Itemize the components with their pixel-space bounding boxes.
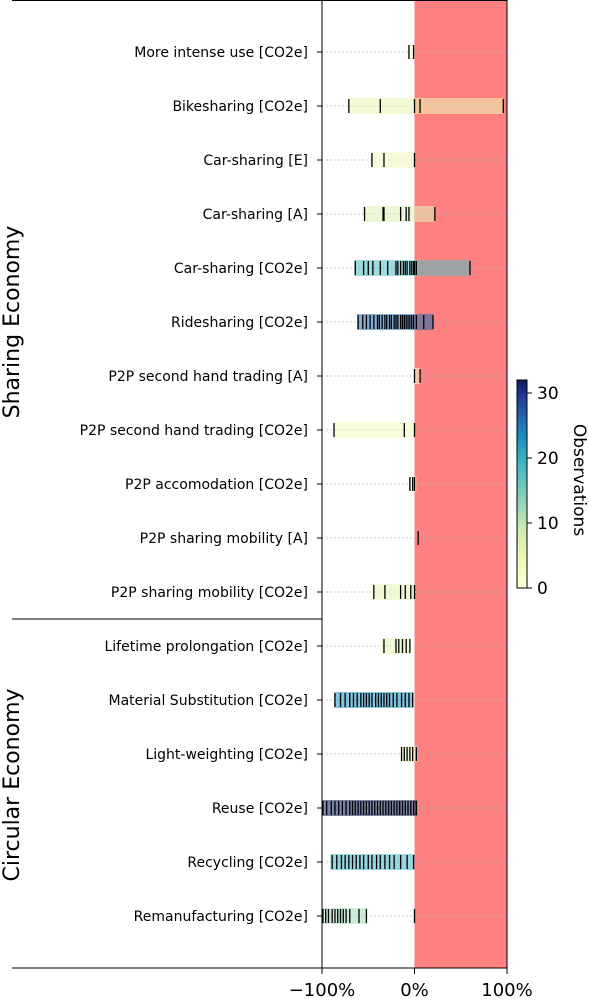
x-tick-label: 100% bbox=[481, 980, 532, 1000]
row-label: More intense use [CO2e] bbox=[134, 45, 308, 61]
range-bar bbox=[413, 368, 421, 384]
row-label: P2P second hand trading [CO2e] bbox=[80, 423, 308, 439]
colorbar-tick-label: 30 bbox=[537, 384, 559, 404]
range-bar bbox=[334, 422, 415, 438]
group-labels: Sharing Economy Circular Economy bbox=[0, 226, 25, 882]
colorbar-tick-label: 0 bbox=[537, 579, 548, 599]
row-labels: More intense use [CO2e] Bikesharing [CO2e… bbox=[80, 45, 308, 925]
range-bar bbox=[348, 98, 504, 114]
group-label: Circular Economy bbox=[0, 688, 25, 881]
range-bar bbox=[372, 584, 415, 600]
row-label: P2P sharing mobility [CO2e] bbox=[111, 585, 308, 601]
colorbar-tick-label: 20 bbox=[537, 449, 559, 469]
row-label: P2P second hand trading [A] bbox=[108, 369, 308, 385]
row-label: Car-sharing [CO2e] bbox=[174, 261, 308, 277]
row-label: Light-weighting [CO2e] bbox=[145, 747, 308, 763]
row-label: Reuse [CO2e] bbox=[212, 801, 308, 817]
row-label: Bikesharing [CO2e] bbox=[172, 99, 308, 115]
row-label: Remanufacturing [CO2e] bbox=[134, 909, 308, 925]
range-bar bbox=[400, 746, 418, 762]
row-label: Car-sharing [A] bbox=[203, 207, 308, 223]
range-bar bbox=[357, 314, 433, 330]
colorbar: 0 10 20 30 Observations bbox=[516, 379, 589, 599]
x-tick-label: −100% bbox=[289, 980, 356, 1000]
row-label: P2P sharing mobility [A] bbox=[140, 531, 308, 547]
row-label: P2P accomodation [CO2e] bbox=[125, 477, 308, 493]
range-bar bbox=[408, 44, 415, 60]
group-label: Sharing Economy bbox=[0, 226, 25, 419]
x-tick-labels: −100% 0% 100% bbox=[289, 968, 533, 1000]
positive-region-shade bbox=[414, 0, 507, 968]
colorbar-label: Observations bbox=[569, 424, 589, 537]
range-bar bbox=[322, 908, 368, 924]
axes bbox=[12, 0, 508, 969]
range-bar bbox=[363, 206, 435, 222]
x-tick-label: 0% bbox=[400, 980, 429, 1000]
colorbar-tick-label: 10 bbox=[537, 514, 559, 534]
row-label: Material Substitution [CO2e] bbox=[108, 693, 308, 709]
observation-ticks bbox=[322, 45, 504, 923]
colorbar-gradient bbox=[516, 379, 528, 589]
range-bar bbox=[371, 152, 415, 168]
row-label: Car-sharing [E] bbox=[203, 153, 308, 169]
row-label: Lifetime prolongation [CO2e] bbox=[104, 639, 308, 655]
row-label: Recycling [CO2e] bbox=[187, 855, 308, 871]
row-label: Ridesharing [CO2e] bbox=[171, 315, 308, 331]
